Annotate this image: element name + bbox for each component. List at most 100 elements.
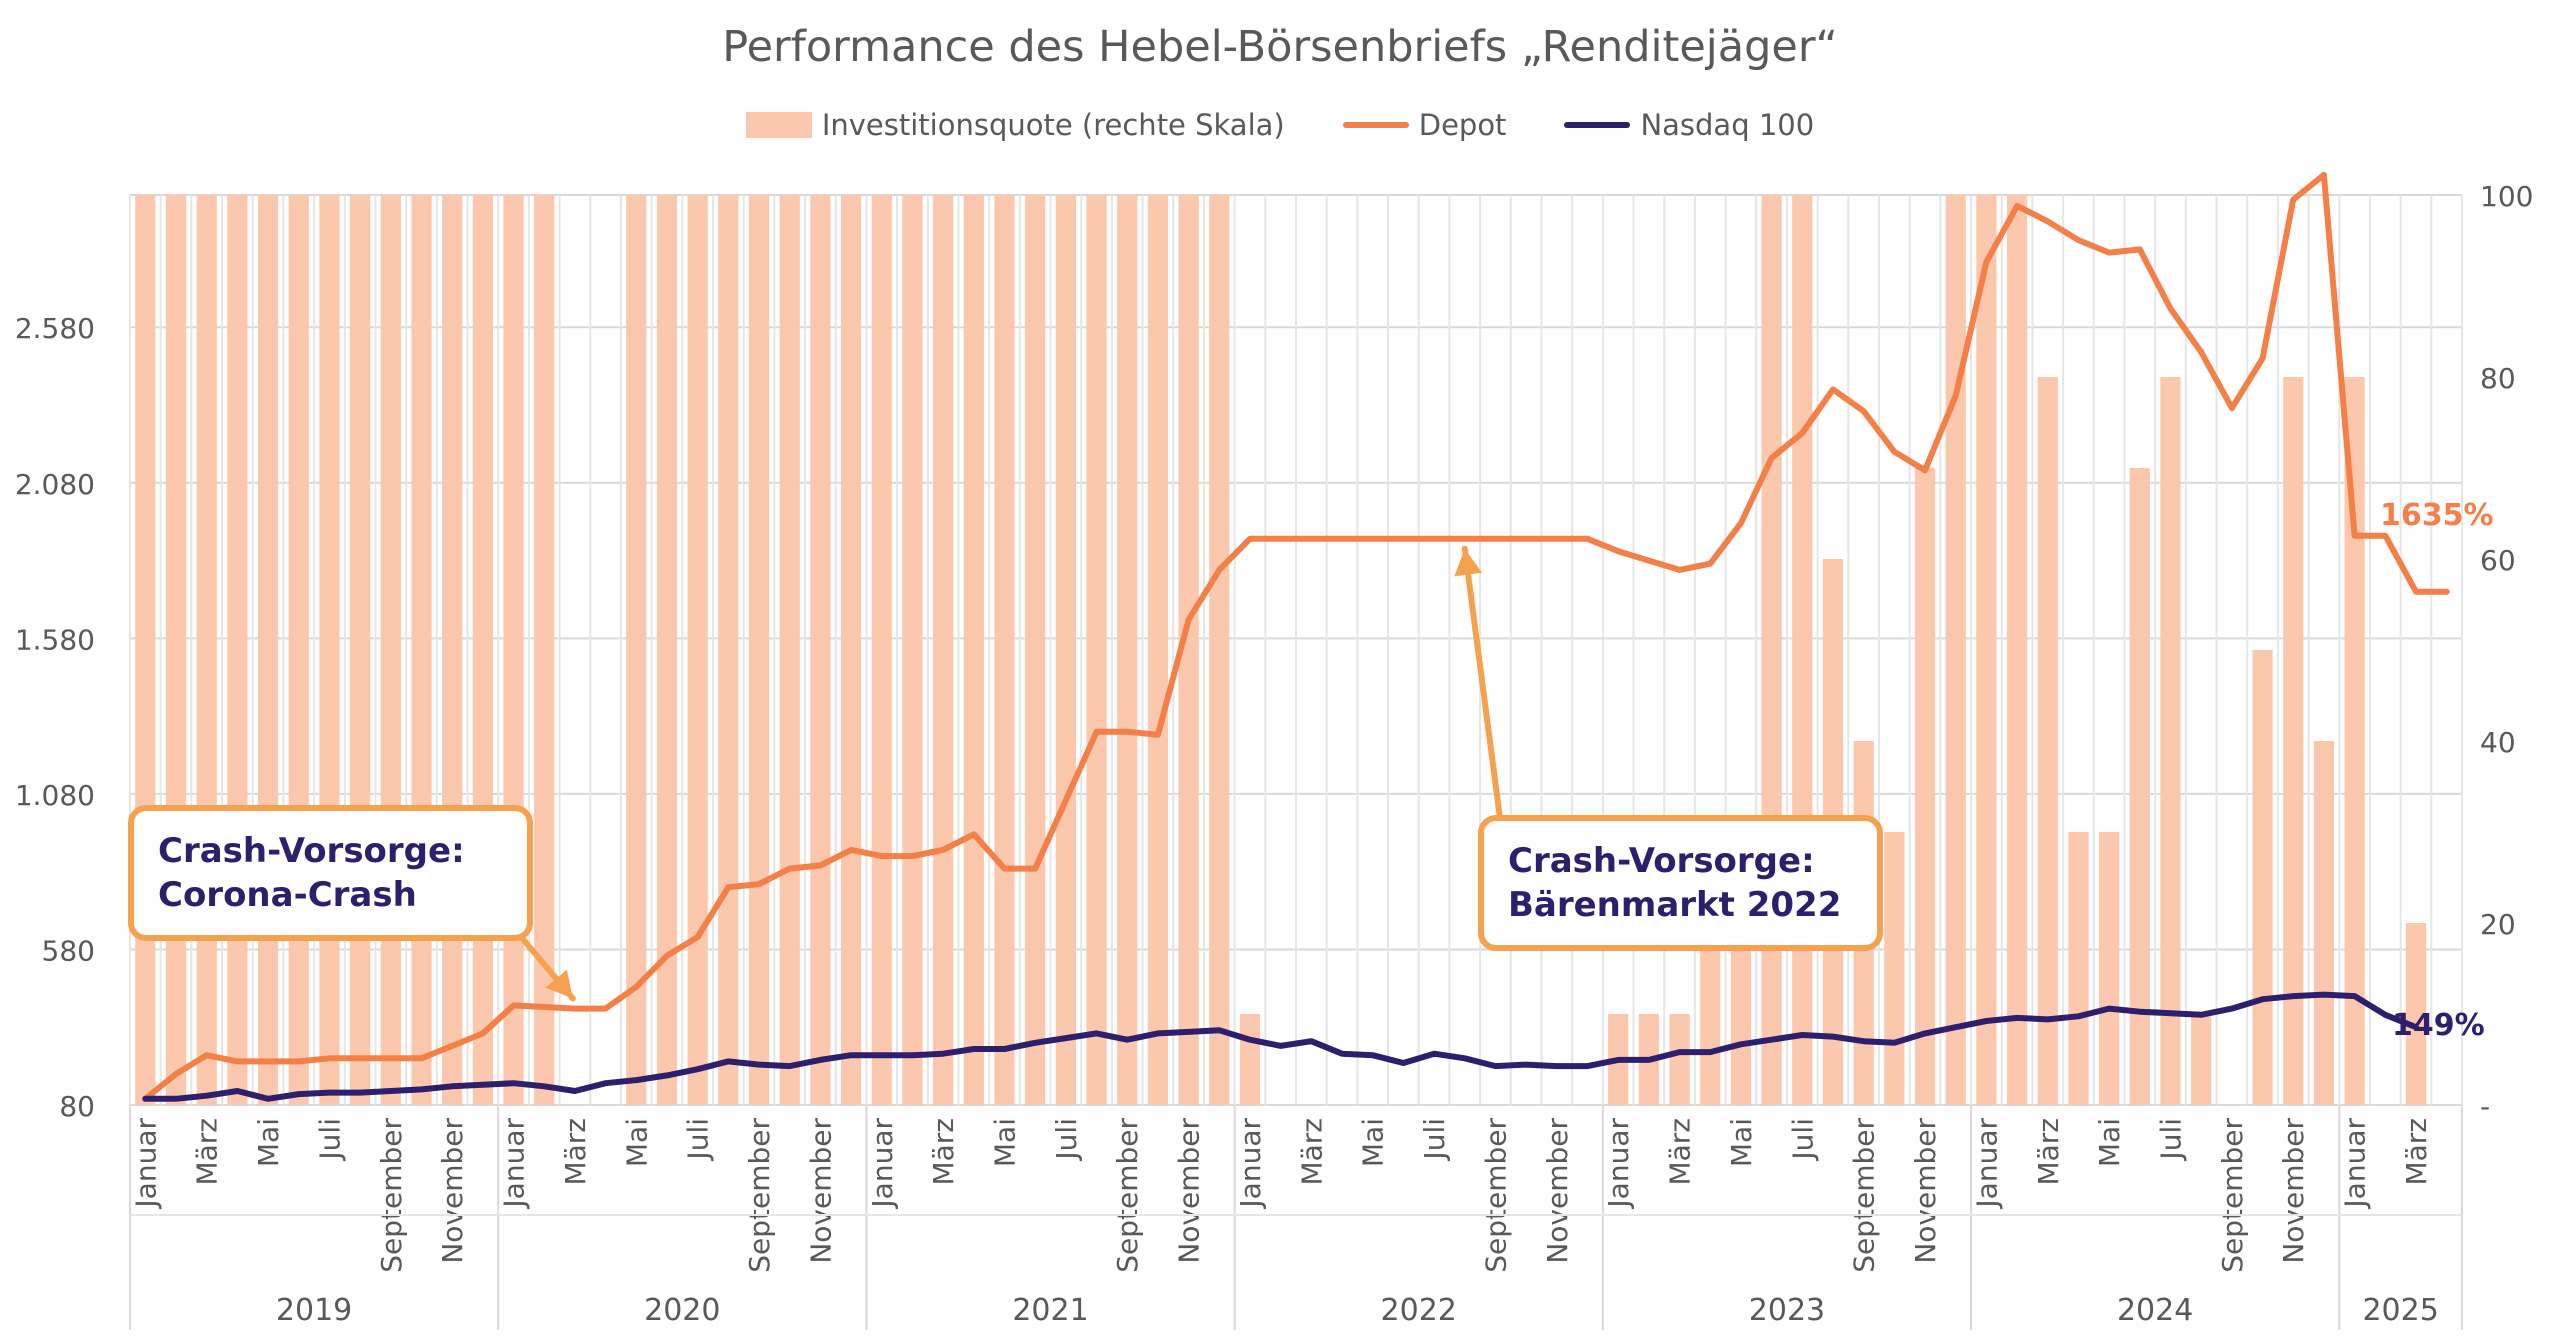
- bar-investitionsquote: [319, 195, 340, 1105]
- chart-title: Performance des Hebel-Börsenbriefs „Rend…: [722, 22, 1838, 72]
- legend-item-bars: Investitionsquote (rechte Skala): [745, 108, 1285, 142]
- y-right-tick-label: -: [2480, 1090, 2490, 1123]
- x-tick-label: Juli: [313, 1118, 346, 1162]
- x-tick-label: Januar: [1970, 1118, 2003, 1210]
- legend-item-depot: Depot: [1342, 108, 1507, 142]
- bar-investitionsquote: [1792, 195, 1813, 1105]
- y-left-tick-label: 2.080: [15, 468, 95, 501]
- bar-investitionsquote: [2099, 832, 2120, 1105]
- callout-baer-line2: Bärenmarkt 2022: [1508, 885, 1842, 925]
- line-depot: [142, 171, 2450, 1102]
- bar-investitionsquote: [2006, 195, 2028, 1105]
- bar-investitionsquote: [656, 195, 678, 1105]
- x-tick-label: November: [436, 1118, 469, 1264]
- bar-investitionsquote: [748, 195, 770, 1105]
- bar-investitionsquote: [2252, 650, 2273, 1105]
- callout-baer-line1: Crash-Vorsorge:: [1508, 841, 1815, 881]
- callout-arrow-baerenmarkt: [1461, 545, 1503, 821]
- bar-investitionsquote: [1730, 923, 1752, 1105]
- callout-corona-crash: Crash-Vorsorge: Corona-Crash: [128, 805, 533, 941]
- y-left-tick-label: 580: [42, 934, 95, 967]
- bar-investitionsquote: [2283, 377, 2304, 1105]
- x-year-label: 2020: [644, 1293, 720, 1328]
- x-year-label: 2025: [2362, 1293, 2438, 1328]
- x-tick-label: Mai: [620, 1118, 653, 1167]
- bar-investitionsquote: [1669, 1014, 1690, 1105]
- bar-investitionsquote: [1209, 195, 1230, 1105]
- x-tick-label: März: [1664, 1118, 1697, 1186]
- x-year-label: 2019: [276, 1293, 352, 1328]
- bar-investitionsquote: [779, 195, 800, 1105]
- x-tick-label: Juli: [1418, 1118, 1451, 1162]
- x-year-label: 2023: [1749, 1293, 1825, 1328]
- bar-investitionsquote: [902, 195, 923, 1105]
- x-tick-label: Mai: [989, 1118, 1022, 1167]
- bar-investitionsquote: [503, 195, 524, 1105]
- x-tick-label: September: [1479, 1118, 1512, 1273]
- bar-investitionsquote: [1055, 195, 1076, 1105]
- bar-investitionsquote: [380, 195, 401, 1105]
- bar-investitionsquote: [350, 195, 371, 1105]
- bar-investitionsquote: [534, 195, 555, 1105]
- bar-investitionsquote: [1914, 468, 1936, 1105]
- bar-investitionsquote: [135, 195, 156, 1105]
- x-tick-label: Juli: [1786, 1118, 1819, 1162]
- x-tick-label: März: [1295, 1118, 1328, 1186]
- y-right-tick-label: 40: [2480, 726, 2516, 759]
- bar-investitionsquote: [257, 195, 279, 1105]
- bar-investitionsquote: [1761, 195, 1782, 1105]
- x-tick-label: Mai: [2093, 1118, 2126, 1167]
- x-tick-label: Juli: [2155, 1118, 2188, 1162]
- line-nasdaq-100: [142, 991, 2419, 1102]
- y-left-tick-label: 2.580: [15, 312, 95, 345]
- bar-investitionsquote: [1178, 195, 1199, 1105]
- legend-swatch-depot: [1342, 122, 1409, 128]
- bar-investitionsquote: [227, 195, 248, 1105]
- bar-investitionsquote: [2191, 1014, 2212, 1105]
- y-right-tick-label: 80: [2480, 362, 2516, 395]
- x-tick-label: Januar: [866, 1118, 899, 1210]
- x-year-label: 2022: [1381, 1293, 1457, 1328]
- bar-investitionsquote: [2129, 468, 2150, 1105]
- legend-label-depot: Depot: [1418, 108, 1507, 142]
- depot-end-label: 1635%: [2380, 498, 2494, 533]
- legend: Investitionsquote (rechte Skala) Depot N…: [0, 108, 2560, 142]
- bar-investitionsquote: [2068, 832, 2089, 1105]
- callout-arrow-baerenmarkt-head: [1454, 548, 1483, 577]
- x-tick-label: November: [804, 1118, 837, 1264]
- bar-investitionsquote: [1976, 195, 1997, 1105]
- x-tick-label: Juli: [1050, 1118, 1083, 1162]
- bar-investitionsquote: [1147, 195, 1169, 1105]
- x-tick-label: Mai: [1725, 1118, 1758, 1167]
- bar-investitionsquote: [840, 195, 862, 1105]
- callout-corona-line2: Corona-Crash: [158, 875, 417, 915]
- bar-investitionsquote: [2405, 923, 2427, 1105]
- bar-investitionsquote: [1086, 195, 1107, 1105]
- y-left-tick-label: 80: [59, 1090, 95, 1123]
- bar-investitionsquote: [687, 195, 708, 1105]
- x-tick-label: Januar: [129, 1118, 162, 1210]
- bar-investitionsquote: [165, 195, 187, 1105]
- x-tick-label: November: [1173, 1118, 1206, 1264]
- legend-item-nasdaq: Nasdaq 100: [1564, 108, 1814, 142]
- bar-investitionsquote: [1239, 1014, 1261, 1105]
- nasdaq-end-label: 149%: [2392, 1008, 2485, 1043]
- bar-investitionsquote: [1700, 923, 1721, 1105]
- legend-swatch-bars: [745, 112, 812, 138]
- x-tick-label: Mai: [1357, 1118, 1390, 1167]
- x-year-label: 2024: [2117, 1293, 2193, 1328]
- x-tick-label: März: [559, 1118, 592, 1186]
- x-tick-label: Mai: [252, 1118, 285, 1167]
- bar-investitionsquote: [963, 195, 984, 1105]
- x-tick-label: September: [375, 1118, 408, 1273]
- bar-investitionsquote: [871, 195, 892, 1105]
- bar-investitionsquote: [411, 195, 432, 1105]
- bar-investitionsquote: [1117, 195, 1138, 1105]
- bar-investitionsquote: [933, 195, 954, 1105]
- x-tick-label: Januar: [1234, 1118, 1267, 1210]
- bar-investitionsquote: [196, 195, 217, 1105]
- bar-investitionsquote: [472, 195, 493, 1105]
- x-tick-label: Juli: [682, 1118, 715, 1162]
- bar-investitionsquote: [2037, 377, 2058, 1105]
